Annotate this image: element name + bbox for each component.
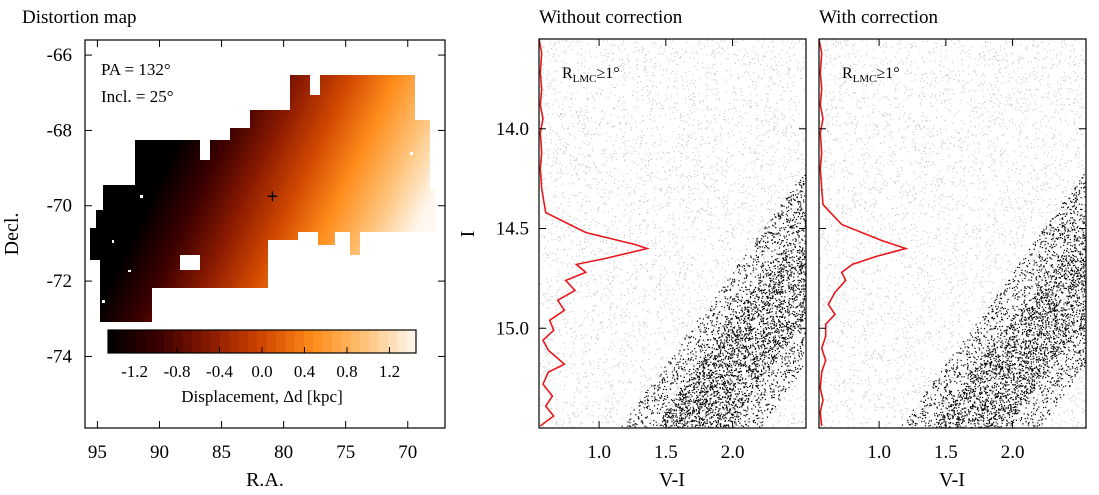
map-axes-frame: [84, 39, 446, 429]
map-ytick-label: -72: [47, 271, 72, 292]
map-xlabel: R.A.: [246, 469, 284, 491]
with-axes-frame: [818, 38, 1087, 429]
map-xtick-label: 95: [88, 442, 107, 463]
without-xlabel: V-I: [659, 469, 685, 491]
map-xtick-label: 90: [150, 442, 169, 463]
panel-with-title: With correction: [819, 7, 938, 28]
with-annotation: RLMC≥1°: [842, 65, 900, 85]
colorbar-step: [136, 330, 146, 353]
with-black-stars: [900, 174, 1086, 428]
without-grey-stars: [539, 39, 806, 428]
colorbar: [108, 330, 417, 353]
colorbar-step: [126, 330, 137, 353]
colorbar-tick-label: 0.0: [251, 362, 272, 381]
colorbar-step: [248, 330, 258, 353]
pa-annotation: PA = 132°: [101, 60, 171, 79]
colorbar-step: [341, 330, 352, 353]
with-ticks: 1.0 1.5 2.0: [819, 39, 1086, 463]
map-ytick-label: -74: [47, 346, 73, 367]
colorbar-step: [154, 330, 165, 353]
map-ytick-label: -66: [47, 45, 72, 66]
colorbar-label: Displacement, Δd [kpc]: [181, 387, 343, 406]
colorbar-step: [360, 330, 370, 353]
colorbar-step: [294, 330, 305, 353]
map-y-ticks: -66 -68 -70 -72 -74: [47, 45, 445, 367]
without-luminosity-function: [539, 39, 651, 427]
colorbar-step: [304, 330, 314, 353]
colorbar-step: [192, 330, 202, 353]
map-x-ticks: 95 90 85 80 75 70: [88, 40, 417, 463]
y-tick-label: 14.0: [496, 119, 529, 140]
colorbar-step: [238, 330, 249, 353]
colorbar-step: [145, 330, 156, 353]
map-title: Distortion map: [22, 7, 137, 28]
without-annotation: RLMC≥1°: [562, 65, 620, 85]
colorbar-step: [108, 330, 118, 353]
map-xtick-label: 80: [274, 442, 293, 463]
without-ylabel: I: [457, 231, 479, 238]
colorbar-step: [210, 330, 221, 353]
colorbar-step: [182, 330, 193, 353]
without-ticks: 1.0 1.5 2.0 14.0 14.5 15.0: [496, 39, 806, 463]
colorbar-step: [201, 330, 212, 353]
colorbar-tick-label: -0.8: [164, 362, 191, 381]
colorbar-step: [406, 330, 417, 353]
colorbar-step: [369, 330, 380, 353]
colorbar-tick-label: 0.8: [336, 362, 357, 381]
colorbar-step: [350, 330, 361, 353]
colorbar-step: [322, 330, 333, 353]
map-ylabel: Decl.: [1, 213, 23, 256]
colorbar-step: [117, 330, 128, 353]
x-tick-label: 1.5: [654, 442, 678, 463]
colorbar-tick-label: 0.4: [294, 362, 316, 381]
panel-without-title: Without correction: [539, 7, 683, 28]
y-tick-label: 15.0: [496, 318, 529, 339]
incl-annotation: Incl. = 25°: [101, 87, 174, 106]
with-xlabel: V-I: [939, 469, 965, 491]
colorbar-step: [164, 330, 174, 353]
x-tick-label: 2.0: [1001, 442, 1025, 463]
map-xtick-label: 70: [398, 442, 417, 463]
colorbar-step: [285, 330, 296, 353]
with-grey-stars: [819, 39, 1086, 428]
colorbar-step: [220, 330, 230, 353]
x-tick-label: 1.5: [934, 442, 958, 463]
colorbar-tick-label: 1.2: [379, 362, 400, 381]
x-tick-label: 2.0: [721, 442, 745, 463]
map-xtick-label: 75: [336, 442, 355, 463]
map-ytick-label: -70: [47, 196, 72, 217]
colorbar-step: [257, 330, 268, 353]
colorbar-tick-label: -0.4: [206, 362, 233, 381]
colorbar-step: [229, 330, 240, 353]
colorbar-ticks: -1.2 -0.8 -0.4 0.0 0.4 0.8 1.2: [121, 347, 400, 381]
map-ytick-label: -68: [47, 120, 72, 141]
colorbar-step: [313, 330, 324, 353]
colorbar-step: [266, 330, 277, 353]
with-luminosity-function: [819, 39, 909, 427]
colorbar-step: [388, 330, 398, 353]
colorbar-step: [276, 330, 286, 353]
map-xtick-label: 85: [212, 442, 231, 463]
colorbar-step: [332, 330, 342, 353]
x-tick-label: 1.0: [867, 442, 891, 463]
colorbar-step: [397, 330, 408, 353]
x-tick-label: 1.0: [587, 442, 611, 463]
without-black-stars: [621, 174, 806, 428]
colorbar-step: [378, 330, 389, 353]
colorbar-step: [173, 330, 184, 353]
colorbar-tick-label: -1.2: [121, 362, 148, 381]
without-axes-frame: [538, 38, 807, 429]
y-tick-label: 14.5: [496, 219, 529, 240]
